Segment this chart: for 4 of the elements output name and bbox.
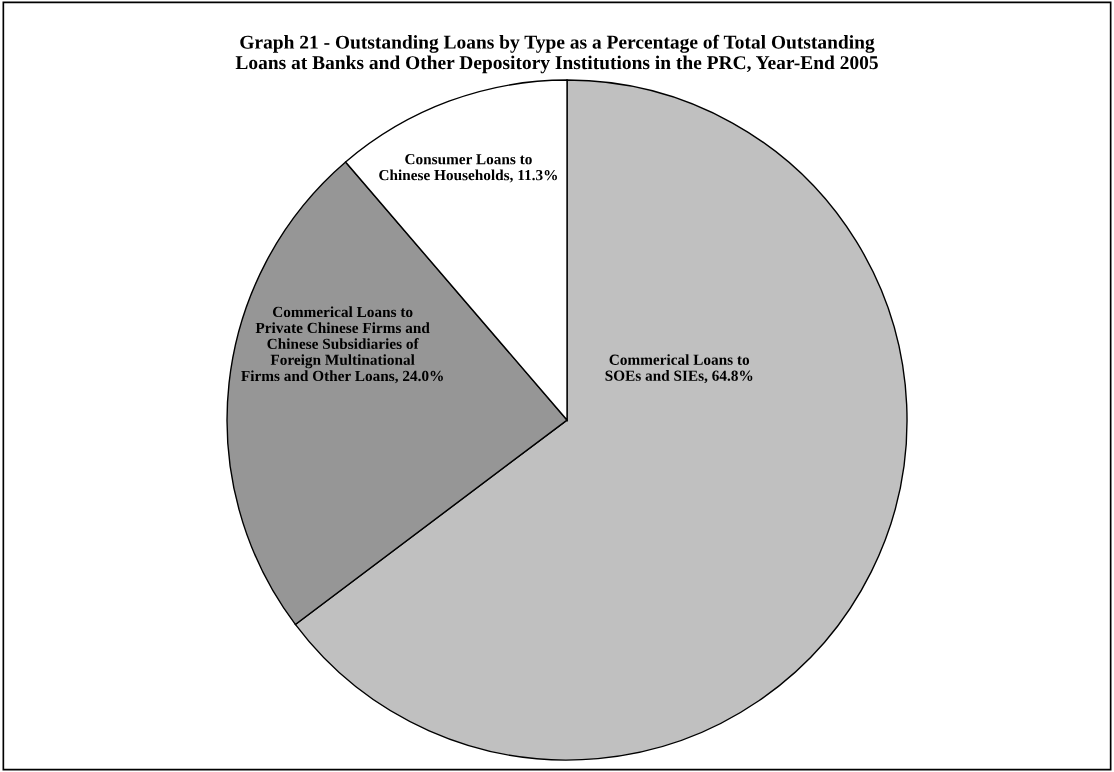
slice-label: Consumer Loans to Chinese Households, 11.3% xyxy=(379,154,557,183)
chart-title: Graph 21 - Outstanding Loans by Type as a Percentage of Total Outstanding Loans at Banks and Other Depository Institutions in the PRC, Year-End 2005 xyxy=(235,34,878,74)
slice-label: Commerical Loans to SOEs and SIEs, 64.8% xyxy=(605,354,753,384)
slice-label: Commerical Loans to Private Chinese Firms and Chinese Subsidiaries of Foreign Multinational Firms and Other Loans, 24.0% xyxy=(241,306,443,384)
